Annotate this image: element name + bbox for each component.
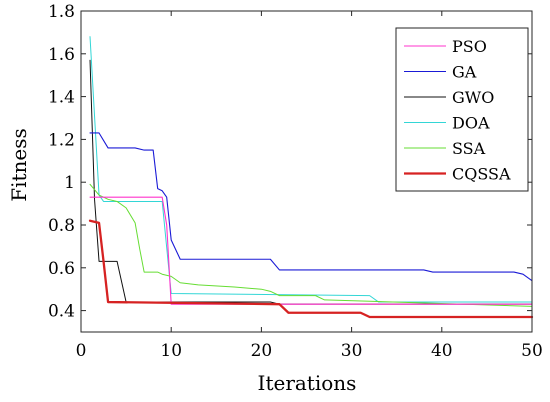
legend-label-pso: PSO [452,37,487,56]
x-tick-label: 50 [521,341,543,361]
y-tick-label: 0.8 [48,216,75,236]
y-tick-label: 1.4 [48,88,75,108]
y-axis-title: Fitness [7,128,31,202]
legend-label-ga: GA [452,63,477,82]
legend-label-gwo: GWO [452,88,494,107]
y-tick-label: 0.6 [48,259,75,279]
y-tick-label: 1.2 [48,130,75,150]
tick-labels: 0 10 20 30 40 50 0.4 0.6 0.8 1 1.2 1.4 1.6 1.8 [48,2,543,361]
legend-box [395,27,529,192]
series-line-ga [89,132,533,282]
series-line-cqssa [88,219,534,319]
x-tick-label: 40 [431,341,453,361]
legend-label-ssa: SSA [452,139,486,158]
y-tick-label: 1.8 [48,2,75,22]
series-layer [88,36,534,319]
series-line-ssa [89,183,533,307]
x-tick-label: 20 [251,341,273,361]
series-line-pso [89,196,533,305]
x-tick-label: 0 [76,341,87,361]
x-tick-label: 10 [160,341,182,361]
legend-label-cqssa: CQSSA [452,165,511,184]
axes-box [80,10,533,333]
series-line-doa [89,36,533,303]
x-tick-label: 30 [341,341,363,361]
y-tick-label: 1 [64,173,75,193]
legend: PSO GA GWO DOA SSA CQSSA [395,27,529,192]
x-axis-title: Iterations [258,371,357,395]
y-tick-label: 1.6 [48,45,75,65]
axes [80,10,533,333]
y-tick-label: 0.4 [48,302,75,322]
legend-label-doa: DOA [452,114,490,133]
